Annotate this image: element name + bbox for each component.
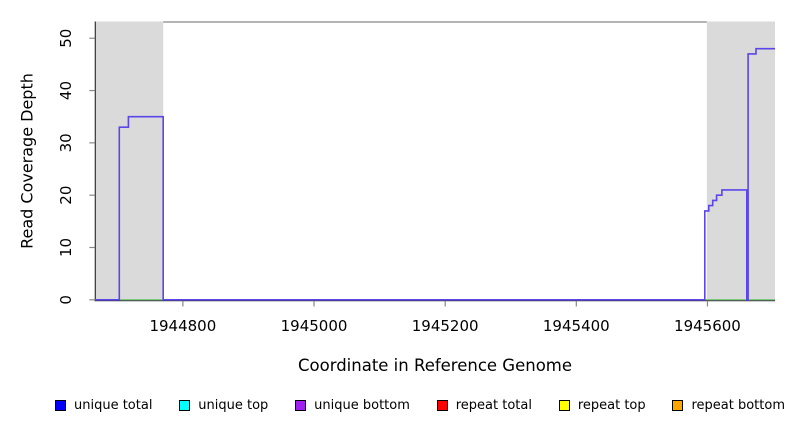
legend-label-repeat-top: repeat top	[577, 398, 646, 413]
y-tick-label: 20	[57, 186, 75, 205]
legend-label-unique-bottom: unique bottom	[314, 398, 410, 413]
y-tick-label: 10	[57, 238, 75, 257]
legend-swatch-repeat-top	[558, 400, 570, 411]
legend-item-unique-bottom: unique bottom	[295, 398, 410, 413]
repeat-region-left	[95, 21, 164, 301]
x-tick-label: 1945600	[674, 317, 741, 335]
x-axis-title: Coordinate in Reference Genome	[297, 356, 573, 375]
x-tick-label: 1944800	[149, 317, 216, 335]
legend-item-repeat-total: repeat total	[436, 398, 532, 413]
legend-swatch-unique-total	[55, 400, 66, 411]
legend: unique total unique top unique bottom re…	[55, 398, 785, 413]
coverage-line	[95, 47, 775, 301]
y-tick-label: 30	[57, 133, 75, 152]
legend-swatch-repeat-total	[436, 400, 448, 411]
y-tick-label: 40	[57, 81, 75, 100]
y-axis-title: Read Coverage Depth	[17, 73, 37, 249]
legend-item-unique-total: unique total	[55, 398, 152, 413]
repeat-region-right	[706, 21, 775, 301]
legend-label-unique-total: unique total	[74, 398, 153, 413]
y-tick-label: 50	[57, 29, 75, 48]
legend-item-unique-top: unique top	[179, 398, 268, 413]
legend-swatch-repeat-bottom	[672, 400, 684, 411]
legend-label-repeat-total: repeat total	[455, 398, 532, 413]
y-tick-label: 0	[57, 295, 75, 305]
legend-label-unique-top: unique top	[198, 398, 269, 413]
x-tick-label: 1945000	[281, 317, 348, 335]
x-tick-label: 1945200	[412, 317, 479, 335]
legend-item-repeat-bottom: repeat bottom	[672, 398, 785, 413]
legend-swatch-unique-bottom	[295, 400, 307, 411]
legend-swatch-unique-top	[179, 400, 191, 411]
legend-label-repeat-bottom: repeat bottom	[691, 398, 785, 413]
x-tick-label: 1945400	[543, 317, 610, 335]
legend-item-repeat-top: repeat top	[558, 398, 646, 413]
